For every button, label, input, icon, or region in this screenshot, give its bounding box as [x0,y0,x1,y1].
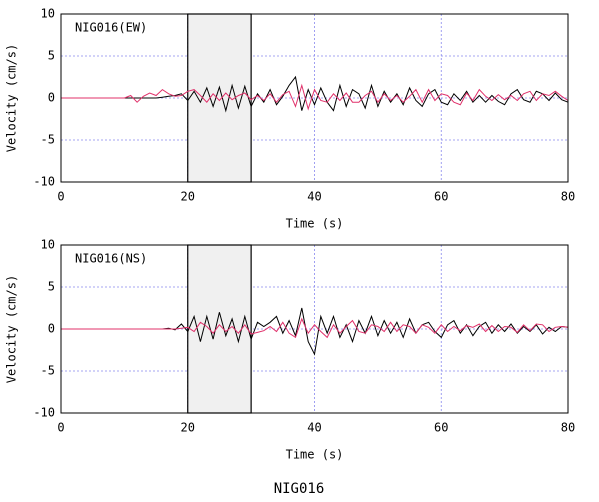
x-tick-label: 60 [434,421,448,435]
y-axis-label: Velocity (cm/s) [5,275,19,383]
x-tick-label: 80 [561,421,575,435]
y-tick-label: 10 [41,7,55,21]
shaded-region [187,244,252,414]
y-tick-label: -5 [41,364,55,378]
x-tick-label: 80 [561,190,575,204]
y-axis-label: Velocity (cm/s) [5,44,19,152]
x-tick-label: 20 [181,190,195,204]
x-tick-label: 20 [181,421,195,435]
y-tick-label: 0 [48,322,55,336]
y-tick-label: 5 [48,49,55,63]
x-tick-label: 40 [307,190,321,204]
x-tick-label: 0 [57,190,64,204]
x-axis-label: Time (s) [286,217,344,231]
velocity-line [61,317,569,339]
plot-border [60,244,569,414]
x-tick-label: 0 [57,421,64,435]
velocity-line [61,83,569,111]
y-tick-label: 5 [48,280,55,294]
y-tick-label: -5 [41,133,55,147]
x-tick-label: 60 [434,190,448,204]
annotation: NIG016(NS) [75,252,147,266]
y-tick-label: -10 [33,175,55,189]
y-tick-label: 0 [48,91,55,105]
velocity-line [61,75,569,113]
annotation: NIG016(EW) [75,21,147,35]
y-tick-label: -10 [33,406,55,420]
x-tick-label: 40 [307,421,321,435]
y-tick-label: 10 [41,238,55,252]
caption: NIG016 [274,481,325,497]
x-axis-label: Time (s) [286,448,344,462]
plot-border [60,13,569,183]
